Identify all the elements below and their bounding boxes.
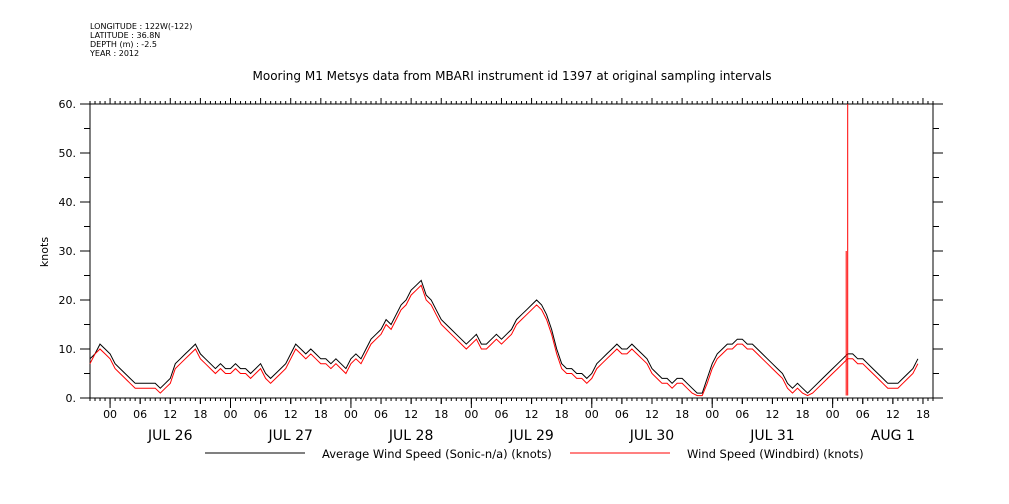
series-group [89, 104, 919, 397]
x-tick-label: 00 [826, 408, 840, 421]
x-tick-label: 00 [224, 408, 238, 421]
x-tick-label: 12 [886, 408, 900, 421]
series-line-1 [89, 284, 919, 397]
metadata-block: LONGITUDE : 122W(-122) LATITUDE : 36.8N … [90, 22, 192, 58]
y-tick-label: 30. [59, 245, 77, 258]
series-line-0 [89, 279, 919, 394]
legend: Average Wind Speed (Sonic-n/a) (knots) W… [205, 447, 864, 461]
y-tick-label: 60. [59, 98, 77, 111]
x-tick-label: 06 [735, 408, 749, 421]
x-tick-label: 12 [765, 408, 779, 421]
x-tick-label: 18 [434, 408, 448, 421]
legend-label-windbird: Wind Speed (Windbird) (knots) [687, 447, 864, 461]
x-tick-label: 00 [464, 408, 478, 421]
x-tick-label: 06 [374, 408, 388, 421]
longitude-label: LONGITUDE : 122W(-122) [90, 22, 193, 31]
chart-title: Mooring M1 Metsys data from MBARI instru… [253, 69, 772, 83]
x-tick-label: 12 [525, 408, 539, 421]
legend-label-sonic: Average Wind Speed (Sonic-n/a) (knots) [322, 447, 552, 461]
x-tick-label: 18 [675, 408, 689, 421]
x-axis: 00 06 12 18 00 06 12 18 00 06 12 18 00 06 12 18 00 06 12 18… [89, 98, 934, 444]
day-label: JUL 26 [147, 428, 193, 444]
y-tick-label: 40. [59, 196, 77, 209]
y-axis: 0. 10. 20. 30. 40. 50. 60. [59, 98, 943, 405]
x-tick-label: 18 [193, 408, 207, 421]
x-tick-label: 00 [585, 408, 599, 421]
x-tick-label: 06 [254, 408, 268, 421]
x-tick-label: 12 [645, 408, 659, 421]
x-tick-label: 12 [163, 408, 177, 421]
y-tick-label: 0. [66, 392, 77, 405]
day-label: JUL 30 [629, 428, 674, 444]
day-label: JUL 27 [267, 428, 312, 444]
day-label: JUL 31 [749, 428, 794, 444]
x-tick-label: 06 [133, 408, 147, 421]
day-label: AUG 1 [871, 428, 915, 444]
x-tick-label: 12 [404, 408, 418, 421]
year-label: YEAR : 2012 [90, 49, 140, 58]
latitude-label: LATITUDE : 36.8N [90, 31, 161, 40]
x-tick-label: 18 [916, 408, 930, 421]
y-tick-label: 10. [59, 343, 77, 356]
day-label: JUL 28 [388, 428, 433, 444]
x-tick-label: 18 [796, 408, 810, 421]
y-axis-label: knots [38, 237, 51, 267]
x-tick-label: 06 [615, 408, 629, 421]
x-tick-label: 00 [103, 408, 117, 421]
x-tick-label: 06 [856, 408, 870, 421]
x-tick-label: 06 [494, 408, 508, 421]
y-tick-label: 50. [59, 147, 77, 160]
y-tick-label: 20. [59, 294, 77, 307]
x-tick-label: 18 [555, 408, 569, 421]
x-tick-label: 18 [314, 408, 328, 421]
plot-frame [89, 103, 934, 399]
depth-label: DEPTH (m) : -2.5 [90, 40, 157, 49]
x-tick-label: 00 [705, 408, 719, 421]
x-tick-label: 00 [344, 408, 358, 421]
day-label: JUL 29 [508, 428, 553, 444]
x-tick-label: 12 [284, 408, 298, 421]
